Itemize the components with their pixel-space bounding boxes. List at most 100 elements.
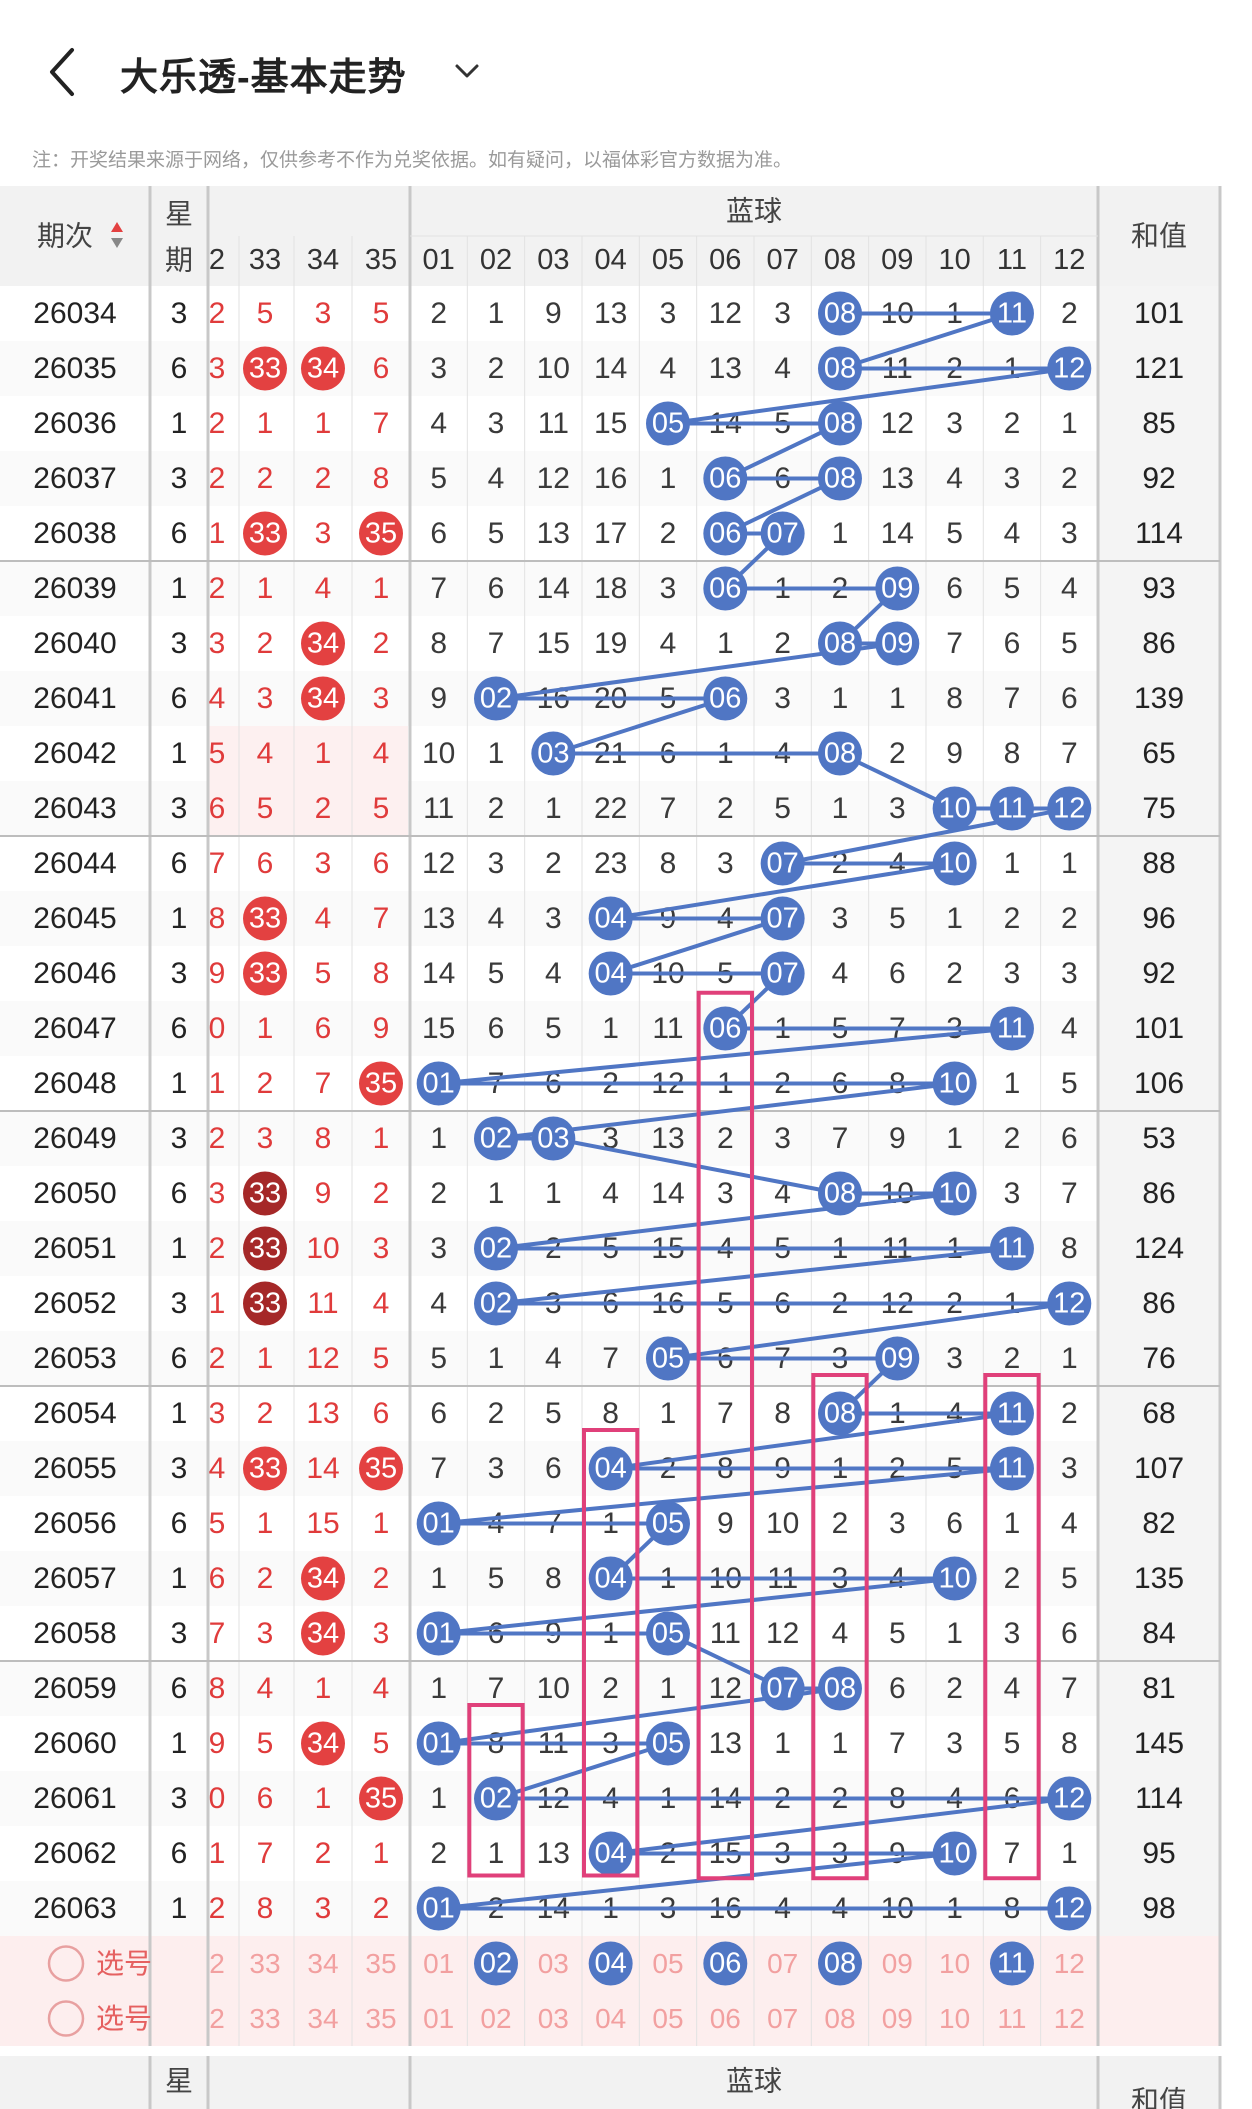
select-red-number[interactable]: 33 <box>249 2003 280 2034</box>
selected-blue-ball[interactable] <box>588 1941 633 1986</box>
sum-cell: 76 <box>1142 1342 1175 1375</box>
trend-segment <box>610 1796 1070 1856</box>
selected-blue-ball[interactable] <box>989 1941 1034 1986</box>
blue-ball-number: 01 <box>423 1508 455 1540</box>
streak-boxes <box>467 990 1041 1881</box>
sum-cell: 86 <box>1142 1287 1175 1320</box>
select-blue-number[interactable]: 07 <box>767 2003 798 2034</box>
red-miss-cell: 5 <box>315 957 332 990</box>
sum-cell: 92 <box>1142 957 1175 990</box>
sum-cell: 101 <box>1134 1012 1184 1045</box>
blue-miss-cell: 15 <box>594 407 627 440</box>
sort-icon[interactable] <box>111 222 123 248</box>
selected-blue-number[interactable]: 08 <box>824 1948 856 1980</box>
blue-ball-number: 10 <box>939 1178 971 1210</box>
select-blue-number[interactable]: 06 <box>710 2003 741 2034</box>
red-miss-cell: 6 <box>209 1562 226 1595</box>
select-blue-number[interactable]: 03 <box>538 2003 569 2034</box>
select-blue-number[interactable]: 09 <box>882 2003 913 2034</box>
selected-blue-number[interactable]: 11 <box>997 1948 1027 1980</box>
blue-ball <box>416 1501 461 1546</box>
blue-miss-cell: 2 <box>774 627 791 660</box>
blue-miss-cell: 7 <box>660 792 677 825</box>
blue-miss-cell: 14 <box>881 517 914 550</box>
red-miss-cell: 3 <box>209 1177 226 1210</box>
chevron-down-icon[interactable] <box>450 54 484 88</box>
selected-blue-ball[interactable] <box>473 1941 518 1986</box>
select-blue-number[interactable]: 01 <box>423 2003 454 2034</box>
issue-cell: 26044 <box>33 847 116 880</box>
red-miss-cell: 2 <box>315 792 332 825</box>
select-blue-number[interactable]: 09 <box>882 1948 913 1979</box>
select-row[interactable]: 选号 2 33 34 35 01 02 03 04 05 06 07 08 09 10 11 12 <box>47 2000 1085 2037</box>
select-red-number[interactable]: 35 <box>365 2003 396 2034</box>
select-blue-number[interactable]: 03 <box>538 1948 569 1979</box>
select-red-number[interactable]: 34 <box>307 2003 338 2034</box>
blue-miss-cell: 17 <box>594 517 627 550</box>
select-blue-number[interactable]: 04 <box>595 2003 626 2034</box>
select-red-number[interactable]: 2 <box>209 2003 225 2034</box>
red-miss-cell: 6 <box>209 792 226 825</box>
blue-miss-cell: 4 <box>1004 1672 1021 1705</box>
back-arrow-icon[interactable] <box>40 44 90 100</box>
red-ball-number: 33 <box>249 1288 281 1320</box>
row-bg <box>0 396 1220 451</box>
select-blue-number[interactable]: 05 <box>652 2003 683 2034</box>
blue-ball <box>817 346 862 391</box>
red-miss-cell: 2 <box>209 1342 226 1375</box>
disclaimer-notice: 注：开奖结果来源于网络，仅供参考不作为兑奖依据。如有疑问，以福体彩官方数据为准。 <box>32 150 793 171</box>
select-blue-number[interactable]: 10 <box>939 1948 970 1979</box>
streak-box <box>811 1373 869 1881</box>
select-red-number[interactable]: 2 <box>209 1948 225 1979</box>
select-red-number[interactable]: 35 <box>365 1948 396 1979</box>
select-blue-number[interactable]: 05 <box>652 1948 683 1979</box>
blue-ball <box>588 1446 633 1491</box>
select-blue-number[interactable]: 12 <box>1054 2003 1085 2034</box>
blue-miss-cell: 4 <box>602 1177 619 1210</box>
select-blue-number[interactable]: 01 <box>423 1948 454 1979</box>
blue-ball-number: 08 <box>824 1178 856 1210</box>
red-miss-cell: 0 <box>209 1012 226 1045</box>
select-red-number[interactable]: 34 <box>307 1948 338 1979</box>
red-miss-cell: 3 <box>209 352 226 385</box>
red-miss-cell: 2 <box>373 1892 390 1925</box>
select-radio-icon[interactable] <box>47 1945 85 1982</box>
table-row: 26058 3 7 3 34 3 6 9 1 11 12 4 5 1 3 6 84 <box>33 1611 1176 1656</box>
selected-blue-number[interactable]: 06 <box>709 1948 741 1980</box>
select-blue-number[interactable]: 10 <box>939 2003 970 2034</box>
select-blue-number[interactable]: 02 <box>480 2003 511 2034</box>
week-cell: 6 <box>171 1837 188 1870</box>
select-blue-number[interactable]: 08 <box>824 2003 855 2034</box>
blue-ball-number: 10 <box>939 1068 971 1100</box>
blue-miss-cell: 3 <box>1004 1617 1021 1650</box>
blue-ball-number: 11 <box>997 298 1027 330</box>
blue-ball <box>817 1171 862 1216</box>
week-cell: 1 <box>171 1562 188 1595</box>
selected-blue-number[interactable]: 02 <box>480 1948 512 1980</box>
blue-miss-cell: 8 <box>946 682 963 715</box>
week-cell: 6 <box>171 1012 188 1045</box>
select-row[interactable]: 选号 2 33 34 35 01 02 03 04 05 06 07 08 09 10 11 12 <box>47 1941 1085 1986</box>
selected-blue-number[interactable]: 04 <box>595 1948 627 1980</box>
select-red-number[interactable]: 33 <box>249 1948 280 1979</box>
red-ball <box>301 1721 345 1766</box>
blue-miss-cell: 3 <box>430 1232 447 1265</box>
select-radio-icon[interactable] <box>47 2000 85 2037</box>
select-blue-number[interactable]: 11 <box>997 2003 1026 2034</box>
issue-cell: 26039 <box>33 572 116 605</box>
blue-miss-cell: 10 <box>537 352 570 385</box>
selected-blue-ball[interactable] <box>703 1941 748 1986</box>
select-blue-number[interactable]: 12 <box>1054 1948 1085 1979</box>
selected-blue-ball[interactable] <box>817 1941 862 1986</box>
issue-cell: 26037 <box>33 462 116 495</box>
row-bg <box>0 451 1220 506</box>
blue-ball-number: 08 <box>824 408 856 440</box>
week-cell: 6 <box>171 352 188 385</box>
select-blue-number[interactable]: 07 <box>767 1948 798 1979</box>
blue-ball-number: 11 <box>997 1398 1027 1430</box>
blue-ball-number: 04 <box>595 903 627 935</box>
red-ball <box>243 951 287 996</box>
sum-cell: 121 <box>1134 352 1184 385</box>
week-cell: 3 <box>171 792 188 825</box>
red-miss-cell: 4 <box>257 737 274 770</box>
